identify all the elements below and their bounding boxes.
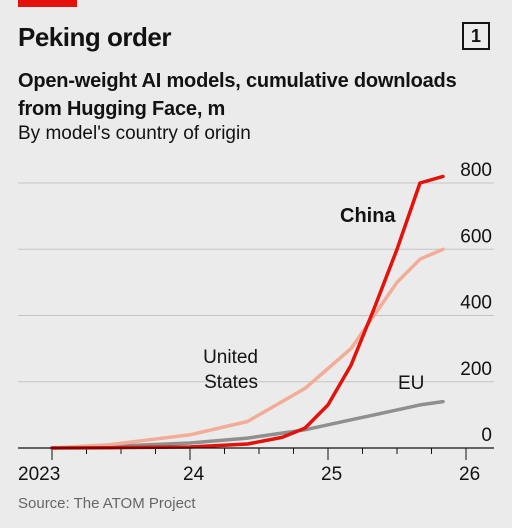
y-tick-label: 0 [481,425,492,446]
y-tick-label: 200 [460,359,492,380]
chart-subtitle: Open-weight AI models, cumulative downlo… [18,70,457,120]
source-note: Source: The ATOM Project [18,495,196,512]
y-tick-label: 800 [460,160,492,181]
series-line-china [50,174,445,450]
chart-title: Peking order [18,22,171,52]
x-tick-label: 2023 [18,464,60,485]
x-tick-label: 24 [183,464,205,485]
series-line-united-states [50,247,445,450]
series-label-united-states-line2: States [204,372,258,393]
series-label-eu: EU [398,373,424,394]
y-tick-label: 600 [460,226,492,247]
y-tick-label: 400 [460,293,492,314]
series-line-eu [50,399,445,450]
series-label-united-states-line1: United [203,347,258,368]
accent-tag [18,0,77,7]
x-tick-label: 25 [321,464,342,485]
x-tick-label: 26 [459,464,480,485]
chart-description: By model's country of origin [18,123,251,144]
series-label-china: China [340,205,396,227]
chart-number-badge: 1 [462,22,490,50]
